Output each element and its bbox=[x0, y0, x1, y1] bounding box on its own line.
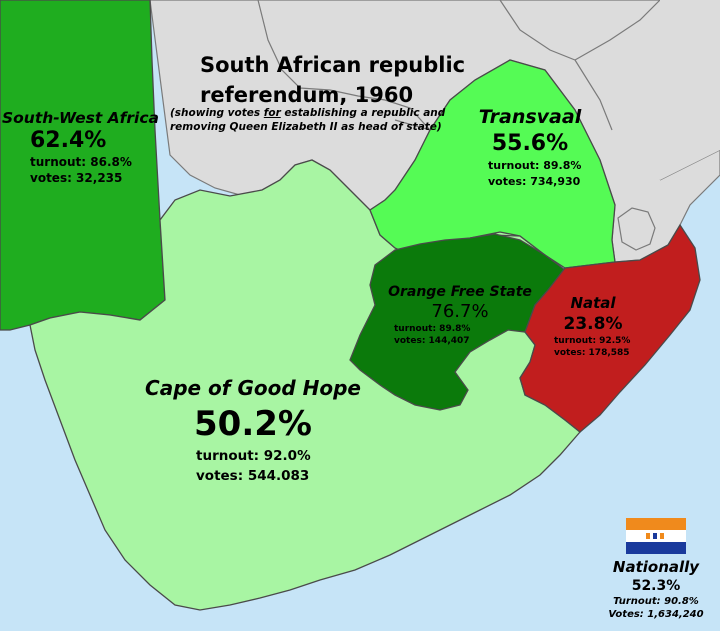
swa-name: South-West Africa bbox=[2, 109, 160, 127]
label-natal: Natal 23.8% turnout: 92.5% votes: 178,58… bbox=[548, 293, 638, 359]
natal-turnout: turnout: 92.5% bbox=[554, 336, 631, 346]
national-percent: 52.3% bbox=[631, 578, 681, 594]
subtitle-text-a: (showing votes bbox=[170, 107, 264, 119]
national-votes: Votes: 1,634,240 bbox=[608, 609, 704, 620]
swaziland bbox=[617, 207, 656, 251]
national-label: Nationally bbox=[612, 558, 700, 576]
swa-percent: 62.4% bbox=[30, 128, 107, 153]
flag-blue-stripe bbox=[626, 542, 686, 554]
title-line-1: South African republic bbox=[200, 53, 466, 77]
transvaal-percent: 55.6% bbox=[491, 131, 569, 156]
subtitle-line-1: (showing votes for establishing a republ… bbox=[170, 106, 445, 120]
natal-name: Natal bbox=[570, 294, 616, 312]
natal-votes: votes: 178,585 bbox=[554, 348, 630, 358]
transvaal-turnout: turnout: 89.8% bbox=[488, 159, 582, 172]
flag-white-stripe bbox=[626, 530, 686, 542]
flag-orange-stripe bbox=[626, 518, 686, 530]
map-title: South African republic referendum, 1960 bbox=[200, 50, 465, 110]
cape-turnout: turnout: 92.0% bbox=[196, 448, 311, 464]
cape-percent: 50.2% bbox=[194, 404, 312, 444]
subtitle-line-2: removing Queen Elizabeth II as head of s… bbox=[170, 121, 442, 133]
subtitle-text-b: establishing a republic and bbox=[280, 107, 446, 119]
label-orange-free-state: Orange Free State 76.7% turnout: 89.8% v… bbox=[384, 283, 536, 347]
ofs-votes: votes: 144,407 bbox=[394, 336, 470, 346]
south-africa-flag-icon bbox=[626, 518, 686, 554]
transvaal-votes: votes: 734,930 bbox=[488, 175, 581, 188]
transvaal-name: Transvaal bbox=[478, 106, 582, 128]
natal-percent: 23.8% bbox=[563, 314, 623, 334]
label-cape: Cape of Good Hope 50.2% turnout: 92.0% v… bbox=[128, 374, 378, 486]
label-south-west-africa: South-West Africa 62.4% turnout: 86.8% v… bbox=[2, 108, 160, 186]
label-transvaal: Transvaal 55.6% turnout: 89.8% votes: 73… bbox=[470, 104, 590, 190]
mozambique-coast bbox=[660, 0, 720, 180]
region-natal[interactable] bbox=[519, 223, 701, 433]
region-orange-free-state[interactable] bbox=[349, 233, 566, 411]
national-turnout: Turnout: 90.8% bbox=[613, 596, 699, 607]
swa-turnout: turnout: 86.8% bbox=[30, 155, 132, 169]
ofs-turnout: turnout: 89.8% bbox=[394, 324, 471, 334]
ofs-name: Orange Free State bbox=[388, 284, 532, 300]
label-national: Nationally 52.3% Turnout: 90.8% Votes: 1… bbox=[596, 558, 716, 621]
cape-name: Cape of Good Hope bbox=[145, 376, 361, 400]
map-subtitle: (showing votes for establishing a republ… bbox=[170, 106, 445, 134]
title-line-2: referendum, 1960 bbox=[200, 83, 414, 107]
cape-votes: votes: 544.083 bbox=[196, 468, 310, 484]
subtitle-emphasis: for bbox=[263, 107, 281, 119]
neighbour-borders bbox=[257, 0, 720, 181]
swa-votes: votes: 32,235 bbox=[30, 171, 123, 185]
ofs-percent: 76.7% bbox=[431, 301, 489, 322]
